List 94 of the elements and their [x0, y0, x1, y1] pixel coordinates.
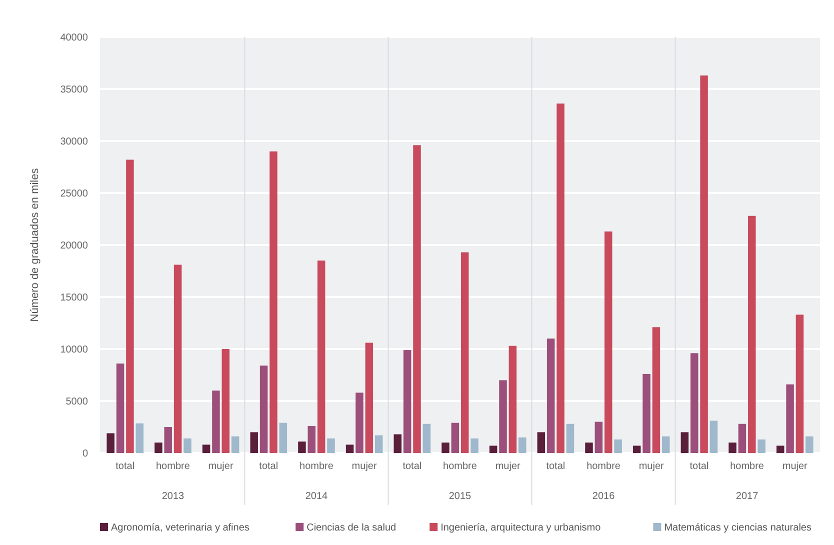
y-tick-label: 35000	[60, 84, 88, 96]
bar	[413, 145, 421, 453]
bar	[546, 338, 555, 453]
bar	[680, 432, 689, 453]
y-tick-label: 10000	[60, 344, 88, 356]
bar	[460, 252, 469, 453]
bar	[422, 424, 431, 453]
bar	[594, 422, 603, 453]
bar	[374, 435, 383, 453]
legend-label: Matemáticas y ciencias naturales	[664, 522, 812, 534]
bar	[776, 446, 784, 453]
bar	[738, 424, 746, 453]
y-tick-label: 40000	[60, 32, 88, 44]
y-tick-label: 0	[82, 448, 88, 460]
y-tick-label: 30000	[60, 136, 88, 148]
legend-label: Agronomía, veterinaria y afines	[111, 522, 250, 534]
bar	[537, 432, 546, 453]
x-tick-label: mujer	[638, 461, 665, 472]
legend-label: Ingeniería, arquitectura y urbanismo	[440, 522, 602, 534]
y-axis-title: Número de graduados en miles	[29, 168, 41, 322]
x-tick-label: hombre	[156, 461, 190, 472]
x-tick-label: total	[116, 461, 135, 472]
bar	[317, 260, 326, 453]
text: 2014	[305, 491, 328, 502]
bar	[202, 444, 210, 453]
x-tick-label: hombre	[300, 461, 334, 472]
y-tick-label: 20000	[60, 240, 88, 252]
y-tick-label: 5000	[66, 396, 88, 408]
bar	[260, 366, 268, 453]
bar	[116, 364, 124, 453]
bar	[710, 420, 718, 453]
x-tick-label: hombre	[443, 461, 478, 472]
bar	[604, 231, 612, 453]
text: 2013	[162, 491, 185, 502]
bar	[442, 442, 450, 453]
bar	[489, 446, 498, 453]
x-tick-label: mujer	[495, 461, 522, 472]
bar	[356, 392, 364, 453]
bar	[212, 390, 220, 453]
y-tick-label: 25000	[60, 188, 88, 200]
bar	[518, 437, 526, 453]
bar	[662, 436, 670, 453]
bar	[632, 446, 641, 453]
bar	[365, 342, 374, 453]
x-tick-label: mujer	[782, 461, 808, 472]
bar	[403, 350, 412, 453]
bar	[298, 442, 306, 453]
bar	[508, 346, 517, 453]
x-tick-label: mujer	[352, 461, 378, 472]
bar	[184, 438, 192, 453]
bar	[700, 75, 708, 453]
bar	[394, 434, 402, 453]
bar	[451, 422, 460, 453]
legend-label: Ciencias de la salud	[306, 522, 396, 534]
x-tick-label: total	[546, 461, 566, 472]
bar	[231, 436, 240, 453]
x-tick-label: hombre	[586, 461, 621, 472]
bar	[499, 380, 507, 453]
bar	[642, 374, 650, 453]
bar	[585, 442, 593, 453]
x-tick-label: total	[690, 461, 709, 472]
bar	[327, 438, 335, 453]
x-tick-label: total	[402, 461, 422, 472]
y-tick-label: 15000	[60, 292, 88, 304]
bar	[556, 104, 564, 453]
bar	[346, 444, 354, 453]
x-tick-label: mujer	[208, 461, 234, 472]
bar	[174, 264, 182, 453]
x-tick-label: hombre	[730, 461, 764, 472]
bar	[786, 384, 794, 453]
bar	[164, 427, 172, 453]
text: 2016	[592, 491, 616, 502]
bar	[136, 423, 144, 453]
bar	[222, 349, 230, 453]
bar	[728, 442, 736, 453]
bar	[279, 422, 288, 453]
bar	[470, 438, 478, 453]
bar	[250, 432, 258, 453]
bar	[652, 327, 660, 453]
bar	[806, 436, 814, 453]
x-tick-label: total	[259, 461, 278, 472]
bar	[154, 442, 162, 453]
bar	[126, 160, 134, 453]
bar	[748, 216, 756, 453]
bar	[308, 426, 316, 453]
bar	[566, 424, 574, 453]
bar	[270, 151, 278, 453]
bar	[690, 353, 698, 453]
bar	[106, 433, 114, 453]
bar	[758, 439, 766, 453]
text: 2017	[736, 491, 759, 502]
text: 2015	[448, 491, 472, 502]
bar	[796, 314, 804, 453]
bar	[614, 439, 622, 453]
